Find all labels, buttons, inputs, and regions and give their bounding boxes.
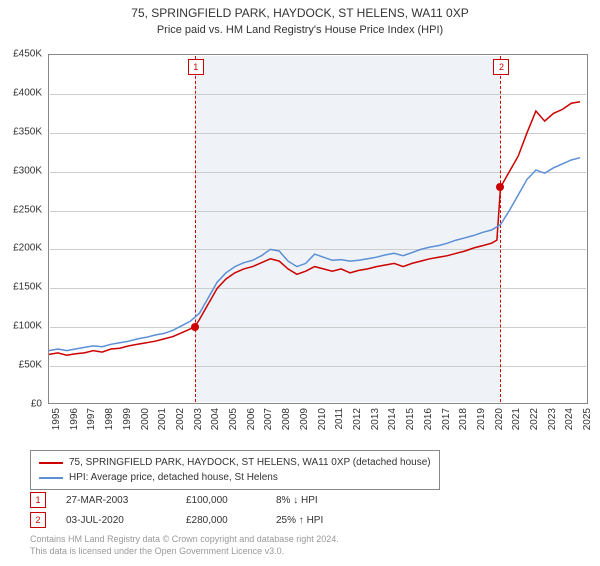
- x-axis-label: 2007: [263, 408, 274, 430]
- y-axis-label: £150K: [13, 282, 42, 293]
- x-axis-label: 2005: [228, 408, 239, 430]
- footnote-line: This data is licensed under the Open Gov…: [30, 546, 339, 558]
- line-series: [49, 55, 589, 405]
- x-axis-label: 1999: [122, 408, 133, 430]
- x-axis-label: 2014: [387, 408, 398, 430]
- marker-box: 1: [188, 59, 204, 75]
- event-date: 27-MAR-2003: [66, 495, 166, 506]
- event-price: £280,000: [186, 515, 256, 526]
- x-axis-label: 2011: [334, 408, 345, 430]
- x-axis-label: 1995: [51, 408, 62, 430]
- legend-swatch: [39, 477, 63, 479]
- y-axis-label: £350K: [13, 126, 42, 137]
- y-axis-label: £0: [31, 399, 42, 410]
- legend-swatch: [39, 462, 63, 464]
- x-axis-labels: 1995 1996 1997 1998 1999 2000 2001 2002 2003 2004…: [48, 406, 588, 446]
- footnote: Contains HM Land Registry data © Crown c…: [30, 534, 339, 557]
- x-axis-label: 2009: [299, 408, 310, 430]
- y-axis-label: £50K: [19, 360, 42, 371]
- y-axis-label: £300K: [13, 165, 42, 176]
- event-diff: 25% ↑ HPI: [276, 515, 366, 526]
- x-axis-label: 2004: [210, 408, 221, 430]
- x-axis-label: 2012: [352, 408, 363, 430]
- x-axis-label: 2020: [494, 408, 505, 430]
- x-axis-label: 2015: [405, 408, 416, 430]
- event-row: 1 27-MAR-2003 £100,000 8% ↓ HPI: [30, 492, 366, 508]
- x-axis-label: 2002: [175, 408, 186, 430]
- legend-label: HPI: Average price, detached house, St H…: [69, 470, 278, 485]
- marker-dot: [496, 183, 504, 191]
- chart-subtitle: Price paid vs. HM Land Registry's House …: [0, 24, 600, 36]
- y-axis-label: £450K: [13, 49, 42, 60]
- marker-box: 2: [493, 59, 509, 75]
- event-row: 2 03-JUL-2020 £280,000 25% ↑ HPI: [30, 512, 366, 528]
- x-axis-label: 1997: [86, 408, 97, 430]
- x-axis-label: 2024: [564, 408, 575, 430]
- event-diff: 8% ↓ HPI: [276, 495, 366, 506]
- event-marker: 2: [30, 512, 46, 528]
- legend-label: 75, SPRINGFIELD PARK, HAYDOCK, ST HELENS…: [69, 455, 431, 470]
- y-axis-label: £100K: [13, 321, 42, 332]
- y-axis-label: £200K: [13, 243, 42, 254]
- x-axis-label: 2000: [140, 408, 151, 430]
- x-axis-label: 2018: [458, 408, 469, 430]
- chart-title: 75, SPRINGFIELD PARK, HAYDOCK, ST HELENS…: [0, 6, 600, 22]
- x-axis-label: 1996: [69, 408, 80, 430]
- event-date: 03-JUL-2020: [66, 515, 166, 526]
- footnote-line: Contains HM Land Registry data © Crown c…: [30, 534, 339, 546]
- legend-row: 75, SPRINGFIELD PARK, HAYDOCK, ST HELENS…: [39, 455, 431, 470]
- x-axis-label: 2023: [547, 408, 558, 430]
- y-axis-label: £400K: [13, 87, 42, 98]
- y-axis-label: £250K: [13, 204, 42, 215]
- x-axis-label: 2025: [582, 408, 593, 430]
- x-axis-label: 1998: [104, 408, 115, 430]
- legend: 75, SPRINGFIELD PARK, HAYDOCK, ST HELENS…: [30, 450, 440, 490]
- x-axis-label: 2006: [246, 408, 257, 430]
- chart-area: 12 £0£50K£100K£150K£200K£250K£300K£350K£…: [48, 54, 588, 404]
- x-axis-label: 2016: [423, 408, 434, 430]
- x-axis-label: 2010: [317, 408, 328, 430]
- x-axis-label: 2019: [476, 408, 487, 430]
- legend-row: HPI: Average price, detached house, St H…: [39, 470, 431, 485]
- x-axis-label: 2003: [193, 408, 204, 430]
- x-axis-label: 2017: [441, 408, 452, 430]
- marker-dot: [191, 323, 199, 331]
- x-axis-label: 2001: [157, 408, 168, 430]
- plot-region: 12: [48, 54, 588, 404]
- event-table: 1 27-MAR-2003 £100,000 8% ↓ HPI 2 03-JUL-2020…: [30, 492, 366, 532]
- x-axis-label: 2021: [511, 408, 522, 430]
- x-axis-label: 2022: [529, 408, 540, 430]
- x-axis-label: 2008: [281, 408, 292, 430]
- x-axis-label: 2013: [370, 408, 381, 430]
- series-property: [49, 102, 580, 356]
- event-price: £100,000: [186, 495, 256, 506]
- event-marker: 1: [30, 492, 46, 508]
